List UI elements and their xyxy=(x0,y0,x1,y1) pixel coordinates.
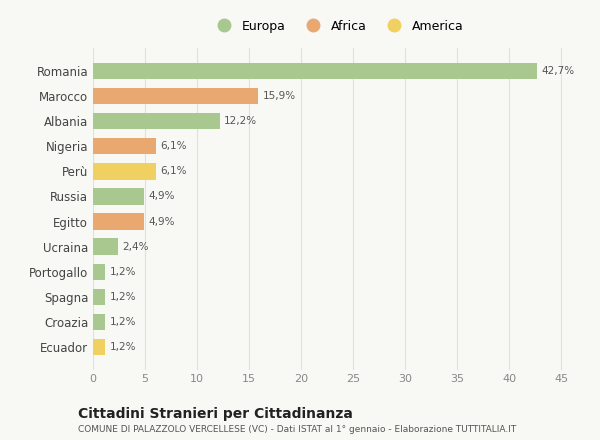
Bar xyxy=(93,213,144,230)
Bar xyxy=(93,188,144,205)
Bar xyxy=(93,339,106,355)
Bar xyxy=(93,289,106,305)
Bar xyxy=(93,314,106,330)
Text: 6,1%: 6,1% xyxy=(161,141,187,151)
Bar xyxy=(93,138,157,154)
Text: 6,1%: 6,1% xyxy=(161,166,187,176)
Bar xyxy=(93,264,106,280)
Bar xyxy=(93,238,118,255)
Text: 1,2%: 1,2% xyxy=(110,267,136,277)
Text: 12,2%: 12,2% xyxy=(224,116,257,126)
Bar xyxy=(93,88,259,104)
Bar xyxy=(93,163,157,180)
Bar xyxy=(93,113,220,129)
Text: 1,2%: 1,2% xyxy=(110,292,136,302)
Bar xyxy=(93,63,537,79)
Text: 1,2%: 1,2% xyxy=(110,342,136,352)
Text: Cittadini Stranieri per Cittadinanza: Cittadini Stranieri per Cittadinanza xyxy=(78,407,353,421)
Legend: Europa, Africa, America: Europa, Africa, America xyxy=(208,16,467,37)
Text: 42,7%: 42,7% xyxy=(541,66,575,76)
Text: 4,9%: 4,9% xyxy=(148,216,175,227)
Text: 4,9%: 4,9% xyxy=(148,191,175,202)
Text: COMUNE DI PALAZZOLO VERCELLESE (VC) - Dati ISTAT al 1° gennaio - Elaborazione TU: COMUNE DI PALAZZOLO VERCELLESE (VC) - Da… xyxy=(78,425,516,434)
Text: 1,2%: 1,2% xyxy=(110,317,136,327)
Text: 15,9%: 15,9% xyxy=(263,91,296,101)
Text: 2,4%: 2,4% xyxy=(122,242,149,252)
